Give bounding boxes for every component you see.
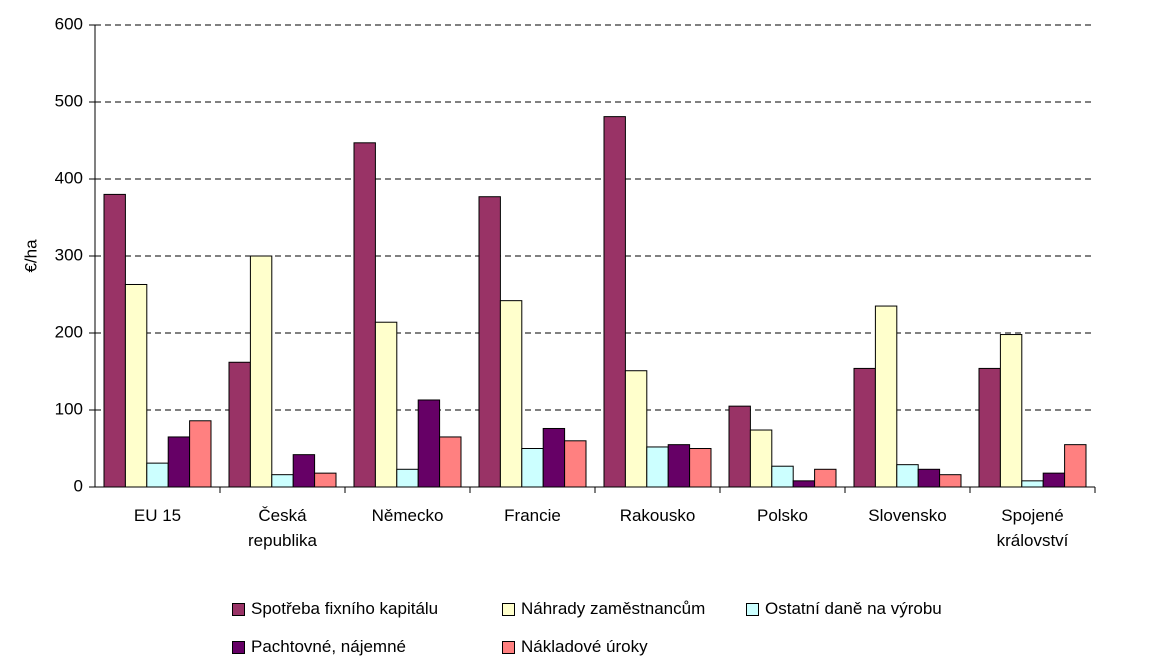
y-tick-label: 500 [55, 91, 83, 110]
y-axis-label: €/ha [21, 239, 40, 273]
legend-item: Náhrady zaměstnancům [502, 599, 705, 619]
bar [249, 255, 273, 488]
y-tick-label: 600 [55, 14, 83, 33]
legend-label: Nákladové úroky [521, 637, 648, 656]
bar [499, 300, 523, 488]
legend-label: Spotřeba fixního kapitálu [251, 599, 439, 618]
bar [564, 440, 587, 488]
bar [939, 474, 962, 488]
bar [999, 334, 1023, 488]
bar [749, 429, 773, 488]
legend-swatch [746, 602, 759, 616]
bar [978, 367, 1001, 488]
bar [271, 474, 294, 488]
bar [146, 462, 169, 488]
bar [374, 321, 398, 488]
x-tick-label: Německo [371, 506, 444, 525]
bar [353, 142, 376, 488]
bar [521, 448, 544, 488]
x-tick-label: Polsko [756, 506, 809, 525]
bar [1021, 480, 1044, 488]
bar [417, 399, 441, 488]
y-tick-label: 100 [55, 399, 83, 418]
bar [542, 427, 566, 488]
bar [792, 480, 816, 488]
y-tick-label: 200 [55, 322, 83, 341]
bar [646, 446, 669, 488]
bar [292, 454, 316, 488]
x-tick-label: Slovensko [868, 506, 947, 525]
legend-item: Pachtovné, nájemné [232, 637, 406, 657]
y-tick-label: 300 [55, 245, 83, 264]
bar [689, 448, 712, 488]
x-tick-label: Česká republika [248, 506, 317, 550]
bar [124, 283, 148, 488]
y-tick-label: 400 [55, 168, 83, 187]
x-tick-label: Rakousko [619, 506, 696, 525]
bar [667, 444, 691, 488]
legend-label: Náhrady zaměstnancům [521, 599, 706, 618]
legend-swatch [232, 640, 245, 654]
legend-swatch [232, 602, 245, 616]
y-tick-label: 0 [74, 476, 83, 495]
bar [189, 420, 212, 488]
bar [896, 464, 919, 488]
bar [917, 468, 941, 488]
bar [167, 436, 191, 488]
bar [814, 468, 837, 488]
bar [624, 370, 648, 488]
bar [853, 367, 876, 488]
bar [771, 465, 794, 488]
x-tick-label: Francie [504, 506, 561, 525]
legend-swatch [502, 602, 515, 616]
bar [874, 305, 898, 488]
legend-item: Spotřeba fixního kapitálu [232, 599, 438, 619]
legend-item: Nákladové úroky [502, 637, 648, 657]
legend-item: Ostatní daně na výrobu [746, 599, 942, 619]
legend-label: Pachtovné, nájemné [251, 637, 406, 656]
legend-swatch [502, 640, 515, 654]
bar [314, 472, 337, 488]
bar [603, 116, 626, 488]
legend-label: Ostatní daně na výrobu [765, 599, 942, 618]
bar [103, 193, 126, 488]
x-tick-label: Spojené království [996, 506, 1069, 550]
bar [728, 405, 751, 488]
bar [478, 196, 501, 488]
bar [439, 436, 462, 488]
x-tick-label: EU 15 [133, 506, 182, 525]
bar [1064, 444, 1087, 488]
bar [1042, 472, 1066, 488]
bar [228, 361, 251, 488]
bar [396, 468, 419, 488]
